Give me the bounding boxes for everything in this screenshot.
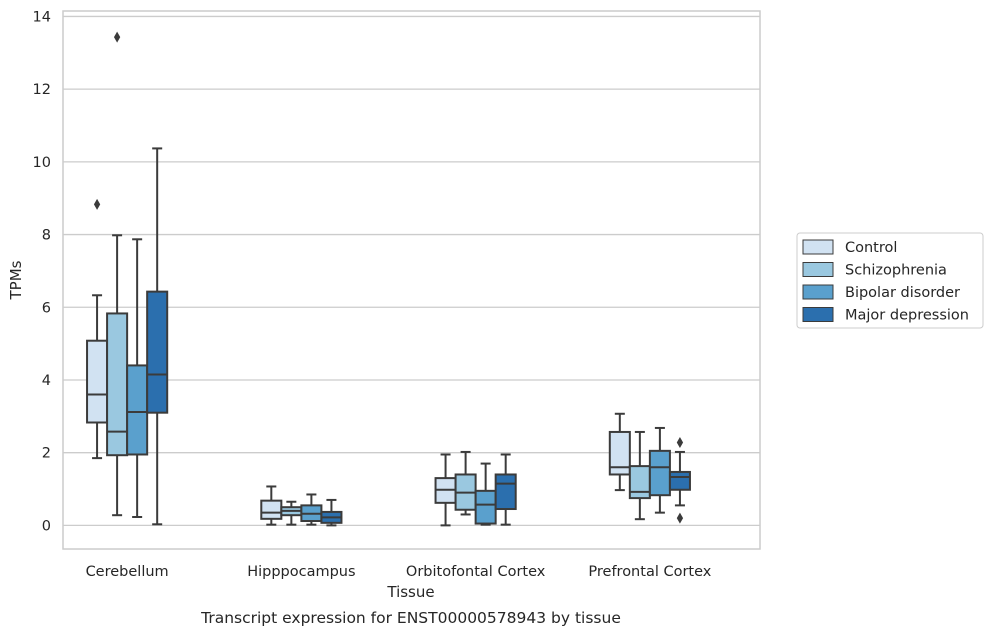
y-tick-label: 4 (42, 373, 51, 389)
box-3-0 (608, 412, 631, 492)
y-tick-label: 12 (33, 82, 51, 98)
x-tick-label: Orbitofontal Cortex (406, 564, 546, 580)
box-iqr (668, 470, 691, 491)
legend-label: Control (845, 240, 897, 256)
x-axis-ticks: Cerebellum Hipppocampus Orbitofontal Corte… (86, 564, 712, 580)
box-iqr (86, 339, 109, 424)
legend: Control Schizophrenia Bipolar disorder Majo… (796, 232, 984, 329)
y-axis-label: TPMs (7, 260, 25, 300)
outlier-point (93, 198, 101, 210)
box-2-1 (454, 450, 477, 516)
outlier-point (676, 436, 684, 448)
x-tick-label: Cerebellum (86, 564, 169, 580)
x-tick-label: Prefrontal Cortex (588, 564, 711, 580)
box-0-1 (106, 31, 129, 517)
legend-swatch (802, 284, 834, 300)
box-3-1 (628, 430, 651, 521)
y-tick-label: 10 (33, 155, 51, 171)
x-tick-label: Hipppocampus (247, 564, 355, 580)
box-1-2 (300, 493, 323, 526)
y-axis-ticks: 0 2 4 6 8 10 12 14 (33, 9, 51, 534)
legend-items: Control Schizophrenia Bipolar disorder Majo… (802, 239, 969, 324)
box-2-0 (434, 453, 457, 527)
legend-swatch (802, 239, 834, 255)
box-2-3 (494, 453, 517, 526)
box-series (86, 31, 691, 527)
box-iqr (260, 499, 283, 520)
box-iqr (474, 489, 497, 525)
box-iqr (608, 430, 631, 476)
box-iqr (126, 364, 149, 456)
legend-label: Major depression (845, 308, 969, 324)
legend-swatch (802, 262, 834, 277)
grid-lines (63, 15, 760, 527)
box-3-2 (648, 426, 671, 514)
y-tick-label: 14 (33, 9, 51, 25)
box-iqr (494, 473, 517, 511)
y-tick-label: 0 (42, 518, 51, 534)
box-iqr (648, 449, 671, 497)
outlier-point (676, 512, 684, 524)
box-iqr (628, 465, 651, 500)
box-0-2 (126, 238, 149, 519)
box-3-3 (668, 436, 691, 524)
y-tick-label: 8 (42, 228, 51, 244)
legend-label: Bipolar disorder (845, 285, 960, 301)
outlier-point (113, 31, 121, 43)
box-iqr (106, 312, 129, 457)
y-tick-label: 6 (42, 300, 51, 316)
chart-caption: Transcript expression for ENST0000057894… (200, 609, 621, 627)
box-iqr (146, 290, 169, 414)
legend-frame (796, 232, 984, 329)
legend-swatch (802, 307, 834, 322)
box-0-3 (146, 147, 169, 526)
x-axis-label: Tissue (386, 583, 434, 601)
box-0-0 (86, 198, 109, 460)
box-1-0 (260, 485, 283, 526)
y-tick-label: 2 (42, 446, 51, 462)
box-1-3 (320, 498, 343, 527)
legend-label: Schizophrenia (845, 263, 947, 279)
plot-area (62, 10, 761, 550)
